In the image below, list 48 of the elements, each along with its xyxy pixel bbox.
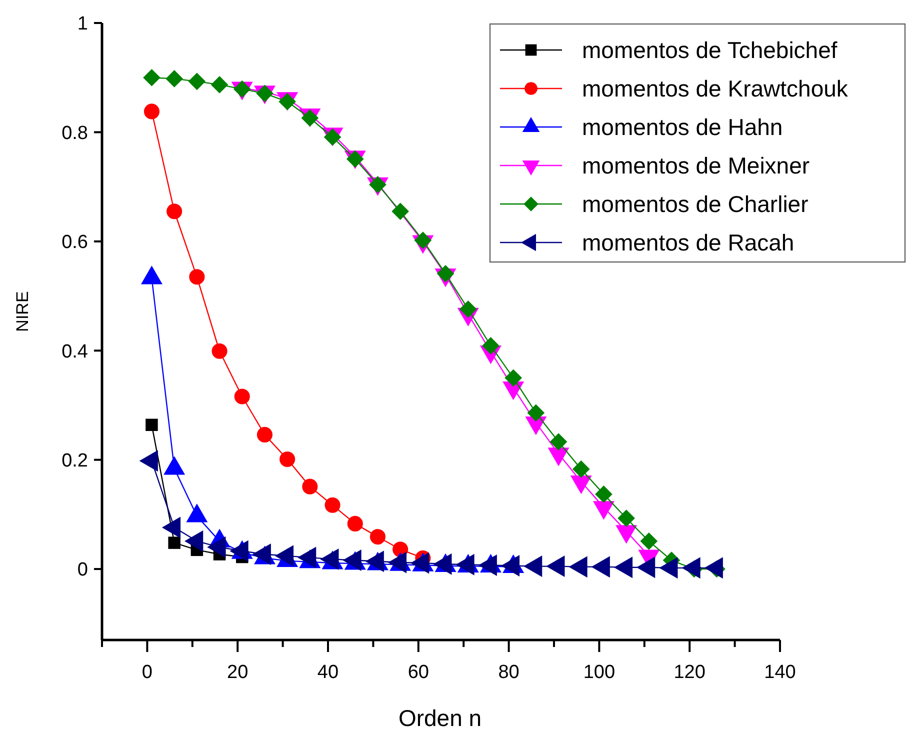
point	[166, 70, 183, 88]
y-tick-label: 0	[77, 560, 88, 581]
legend-label: momentos de Racah	[582, 230, 794, 256]
legend-label: momentos de Hahn	[582, 114, 783, 140]
legend-label: momentos de Charlier	[582, 191, 809, 218]
x-tick-label: 0	[142, 662, 152, 683]
point	[504, 369, 522, 387]
point	[302, 478, 318, 494]
point	[256, 426, 272, 442]
y-tick-label: 0.4	[62, 341, 88, 362]
y-tick-label: 0.8	[62, 122, 88, 144]
point	[146, 418, 158, 431]
y-tick-label: 0.6	[62, 232, 88, 254]
x-tick-label: 80	[498, 662, 520, 683]
point	[640, 532, 658, 550]
point	[189, 269, 205, 285]
x-tick-label: 120	[674, 662, 706, 683]
y-tick-label: 0.2	[62, 450, 88, 472]
legend-label: momentos de Tchebichef	[582, 37, 838, 64]
point	[527, 404, 545, 422]
x-tick-label: 140	[764, 662, 796, 683]
point	[347, 516, 363, 532]
x-tick-label: 40	[317, 662, 339, 683]
point	[595, 486, 612, 503]
x-tick-label: 20	[227, 662, 248, 683]
point	[210, 76, 228, 94]
point	[324, 497, 340, 513]
point	[550, 433, 568, 450]
point	[212, 343, 228, 359]
point	[234, 388, 250, 404]
point	[144, 104, 160, 120]
legend-label: momentos de Meixner	[582, 152, 810, 179]
point	[188, 72, 206, 90]
x-axis-title: Orden n	[398, 705, 482, 731]
y-tick-label: 1	[77, 14, 88, 35]
x-tick-label: 100	[583, 662, 616, 683]
point	[392, 202, 409, 220]
legend-label: momentos de Krawtchouk	[582, 76, 848, 102]
point	[572, 460, 590, 478]
point	[618, 510, 635, 527]
point	[280, 452, 296, 468]
point	[482, 337, 500, 354]
point	[166, 204, 182, 220]
y-axis-title: NIRE	[13, 291, 32, 332]
point	[143, 68, 160, 86]
point	[370, 529, 386, 545]
point	[168, 536, 180, 549]
x-tick-label: 60	[408, 662, 429, 683]
